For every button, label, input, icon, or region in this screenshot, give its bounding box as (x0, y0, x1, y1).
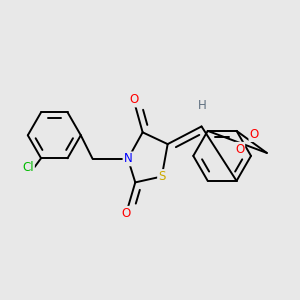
Text: Cl: Cl (22, 160, 34, 174)
Text: S: S (158, 170, 166, 183)
Text: O: O (235, 143, 244, 156)
Text: N: N (124, 152, 132, 165)
Text: O: O (129, 93, 138, 106)
Text: H: H (198, 99, 206, 112)
Text: O: O (249, 128, 259, 141)
Text: O: O (122, 207, 131, 220)
